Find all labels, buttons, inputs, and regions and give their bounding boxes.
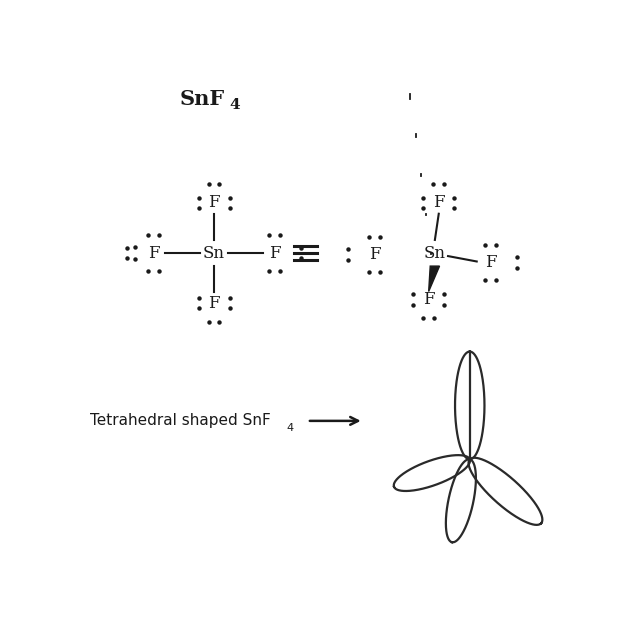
Text: F: F	[423, 291, 435, 308]
Text: F: F	[148, 245, 159, 261]
Text: Tetrahedral shaped SnF: Tetrahedral shaped SnF	[90, 413, 271, 428]
Text: SnF: SnF	[179, 89, 224, 109]
Text: F: F	[208, 295, 220, 312]
Polygon shape	[429, 266, 440, 291]
Text: F: F	[485, 254, 497, 271]
Text: F: F	[433, 194, 445, 212]
Text: F: F	[208, 194, 220, 212]
Text: F: F	[369, 246, 380, 263]
Text: Sn: Sn	[203, 245, 225, 261]
Text: Sn: Sn	[424, 245, 446, 261]
Text: 4: 4	[286, 423, 293, 433]
Text: 4: 4	[229, 98, 240, 112]
Text: F: F	[268, 245, 280, 261]
